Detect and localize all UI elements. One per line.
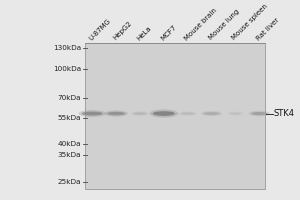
Text: 70kDa: 70kDa — [58, 95, 81, 101]
Text: HepG2: HepG2 — [112, 20, 133, 41]
Ellipse shape — [82, 112, 103, 115]
Ellipse shape — [149, 109, 178, 118]
Text: 55kDa: 55kDa — [58, 115, 81, 121]
Ellipse shape — [181, 112, 195, 115]
Ellipse shape — [79, 110, 106, 117]
Text: Rat liver: Rat liver — [255, 17, 280, 41]
Text: 130kDa: 130kDa — [53, 45, 81, 51]
Text: HeLa: HeLa — [136, 25, 152, 41]
Text: Mouse brain: Mouse brain — [184, 7, 218, 41]
Ellipse shape — [131, 111, 149, 116]
Text: 25kDa: 25kDa — [58, 179, 81, 185]
Text: 40kDa: 40kDa — [58, 141, 81, 147]
Ellipse shape — [203, 112, 220, 115]
Ellipse shape — [153, 111, 175, 116]
Text: U-87MG: U-87MG — [88, 17, 112, 41]
Bar — [85, 43, 265, 189]
Ellipse shape — [134, 112, 147, 115]
Ellipse shape — [228, 112, 243, 115]
Ellipse shape — [251, 112, 267, 115]
Text: 100kDa: 100kDa — [53, 66, 81, 72]
Ellipse shape — [249, 111, 270, 116]
Ellipse shape — [107, 112, 125, 115]
Text: Mouse lung: Mouse lung — [207, 9, 240, 41]
Ellipse shape — [104, 110, 128, 117]
Ellipse shape — [230, 112, 241, 115]
Text: 35kDa: 35kDa — [58, 152, 81, 158]
Text: MCF7: MCF7 — [160, 24, 178, 41]
Text: Mouse spleen: Mouse spleen — [231, 3, 269, 41]
Text: STK4: STK4 — [274, 109, 295, 118]
Ellipse shape — [201, 111, 222, 116]
Ellipse shape — [178, 111, 197, 116]
